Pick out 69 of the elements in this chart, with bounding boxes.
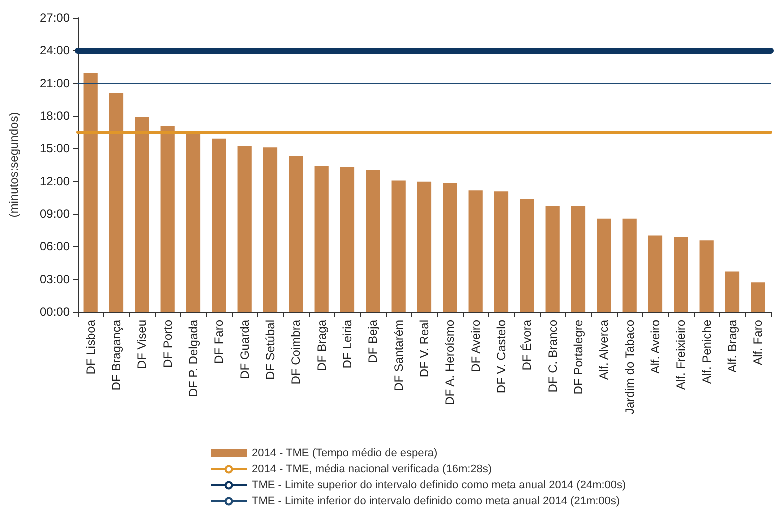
y-tick-label: 21:00 xyxy=(40,76,70,90)
bar xyxy=(751,282,766,312)
bar xyxy=(546,206,560,312)
bar xyxy=(700,240,714,312)
x-tick-label: DF Beja xyxy=(366,320,380,364)
bar xyxy=(392,180,406,312)
y-tick-label: 18:00 xyxy=(40,109,70,123)
y-axis-title: (minutos:segundos) xyxy=(7,112,21,218)
y-tick-label: 27:00 xyxy=(40,11,70,25)
x-tick-label: Alf. Alverca xyxy=(597,320,612,380)
y-tick-label: 03:00 xyxy=(40,272,70,286)
x-tick-label: DF Braga xyxy=(314,320,329,372)
legend-label: TME - Limite superior do intervalo definido como meta anual 2014 (24m:00s) xyxy=(252,480,626,492)
y-tick-label: 15:00 xyxy=(40,142,70,156)
legend-label: 2014 - TME (Tempo médio de espera) xyxy=(252,448,438,460)
bar xyxy=(622,218,637,312)
bar xyxy=(289,156,304,312)
bar xyxy=(725,272,740,312)
x-tick-label: Alf. Braga xyxy=(726,320,740,373)
bar xyxy=(263,148,278,312)
x-tick-label: DF Setúbal xyxy=(264,320,278,380)
x-tick-label: Alf. Aveiro xyxy=(648,320,662,374)
bar xyxy=(212,138,226,312)
bar xyxy=(674,237,688,312)
x-tick-label: DF Coimbra xyxy=(289,320,304,385)
x-tick-label: DF Porto xyxy=(160,320,175,368)
y-tick-label: 12:00 xyxy=(40,174,70,188)
x-tick-label: DF Santarém xyxy=(392,320,406,392)
bar xyxy=(238,146,252,312)
bar xyxy=(314,166,329,312)
x-tick-label: Alf. Peniche xyxy=(700,320,714,384)
x-tick-label: DF Viseu xyxy=(135,320,150,370)
x-tick-label: DF A. Heroísmo xyxy=(443,320,458,406)
bar xyxy=(571,206,586,312)
x-tick-label: DF V. Real xyxy=(418,320,432,378)
x-tick-label: DF Lisboa xyxy=(84,320,98,375)
y-tick-label: 00:00 xyxy=(40,305,70,319)
y-tick-label: 24:00 xyxy=(40,44,70,58)
bar xyxy=(468,190,483,312)
bar xyxy=(109,93,124,312)
y-tick-label: 09:00 xyxy=(40,207,70,221)
bar xyxy=(417,182,432,312)
x-tick-label: DF Évora xyxy=(520,320,534,371)
bar xyxy=(494,192,509,312)
bar xyxy=(597,218,612,312)
x-tick-label: DF Aveiro xyxy=(468,320,483,372)
x-tick-label: DF Bragança xyxy=(110,320,124,391)
bar xyxy=(84,74,98,312)
x-tick-label: Alf. Freixieiro xyxy=(674,320,688,390)
legend-label: 2014 - TME, média nacional verificada (16m:28s) xyxy=(252,464,492,476)
x-tick-label: DF P. Delgada xyxy=(186,320,200,398)
x-tick-label: DF Portalegre xyxy=(572,320,586,395)
x-tick-label: DF Faro xyxy=(212,320,226,364)
x-tick-label: DF Guarda xyxy=(238,320,252,380)
x-tick-label: DF C. Branco xyxy=(546,320,560,393)
x-tick-label: DF Leiria xyxy=(340,320,354,369)
bar xyxy=(160,126,175,312)
bar xyxy=(443,182,458,312)
legend-label: TME - Limite inferior do intervalo definido como meta anual 2014 (21m:00s) xyxy=(252,496,620,508)
bar xyxy=(520,199,534,312)
bar xyxy=(648,236,663,312)
x-tick-label: Alf. Faro xyxy=(751,320,766,366)
bar xyxy=(340,167,355,312)
x-tick-label: Jardim do Tabaco xyxy=(622,320,637,414)
bar xyxy=(186,132,201,312)
y-tick-label: 06:00 xyxy=(40,240,70,254)
bar xyxy=(135,117,150,312)
x-tick-label: DF V. Castelo xyxy=(494,320,508,394)
bar xyxy=(366,170,380,312)
